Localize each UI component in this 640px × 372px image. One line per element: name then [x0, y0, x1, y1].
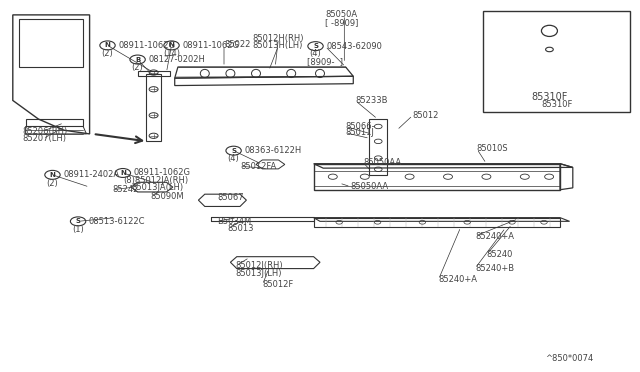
- Text: [8909-  ]: [8909- ]: [307, 57, 343, 66]
- FancyBboxPatch shape: [483, 11, 630, 112]
- Text: N: N: [120, 170, 126, 176]
- Text: (2): (2): [102, 49, 113, 58]
- Text: 85206(RH): 85206(RH): [22, 127, 68, 136]
- Text: S: S: [231, 148, 236, 154]
- Text: 85240+A: 85240+A: [475, 232, 514, 241]
- Text: 85022: 85022: [224, 40, 250, 49]
- Text: 85067: 85067: [218, 193, 244, 202]
- Text: 08127-0202H: 08127-0202H: [148, 55, 205, 64]
- Text: B: B: [135, 57, 140, 62]
- Text: (1): (1): [72, 225, 84, 234]
- Text: 85011J: 85011J: [346, 128, 374, 137]
- Text: 85012J(RH): 85012J(RH): [236, 262, 283, 270]
- Text: (4): (4): [228, 154, 239, 163]
- Text: 85240+A: 85240+A: [438, 275, 477, 284]
- Text: 85207(LH): 85207(LH): [22, 134, 67, 143]
- Text: 85240: 85240: [486, 250, 513, 259]
- Text: 85090M: 85090M: [150, 192, 184, 201]
- Text: 85233B: 85233B: [355, 96, 388, 105]
- Text: 85012F: 85012F: [262, 280, 294, 289]
- Text: 85050A: 85050A: [325, 10, 357, 19]
- Text: 85310F: 85310F: [531, 92, 568, 102]
- Text: ^850*0074: ^850*0074: [545, 355, 593, 363]
- Text: 08911-1062G: 08911-1062G: [134, 169, 191, 177]
- Text: (8)85012JA(RH): (8)85012JA(RH): [123, 176, 188, 185]
- Text: 08911-1062G: 08911-1062G: [118, 41, 175, 50]
- Text: [ -8909]: [ -8909]: [325, 18, 358, 27]
- Text: N: N: [49, 172, 56, 178]
- Text: N: N: [168, 42, 175, 48]
- Text: 85012H(RH): 85012H(RH): [253, 34, 304, 43]
- Text: S: S: [76, 218, 81, 224]
- Text: (4): (4): [310, 49, 321, 58]
- Text: 85012FA: 85012FA: [240, 162, 276, 171]
- Text: 85013: 85013: [227, 224, 253, 233]
- Text: (14): (14): [163, 49, 180, 58]
- Text: 85050AA: 85050AA: [364, 158, 402, 167]
- Text: 08543-62090: 08543-62090: [326, 42, 382, 51]
- Text: 85013H(LH): 85013H(LH): [253, 41, 303, 50]
- Text: 08363-6122H: 08363-6122H: [244, 146, 301, 155]
- Text: S: S: [313, 43, 318, 49]
- Text: 85242: 85242: [112, 185, 138, 194]
- Text: (2): (2): [132, 63, 143, 72]
- Text: 08911-1062G: 08911-1062G: [182, 41, 239, 50]
- Text: 85012: 85012: [413, 111, 439, 120]
- Text: B5034M: B5034M: [218, 217, 252, 226]
- Text: 08513-6122C: 08513-6122C: [89, 217, 145, 226]
- Text: 85240+B: 85240+B: [475, 264, 514, 273]
- Text: 85310F: 85310F: [541, 100, 573, 109]
- Text: 85066-: 85066-: [346, 122, 375, 131]
- Text: N: N: [104, 42, 111, 48]
- Text: 85010S: 85010S: [477, 144, 508, 153]
- Text: (2): (2): [47, 179, 58, 188]
- Text: 85013J(LH): 85013J(LH): [236, 269, 282, 278]
- Text: 08911-2402A: 08911-2402A: [63, 170, 120, 179]
- Text: 85013JA(LH): 85013JA(LH): [131, 183, 183, 192]
- Text: 85050AA: 85050AA: [351, 182, 389, 191]
